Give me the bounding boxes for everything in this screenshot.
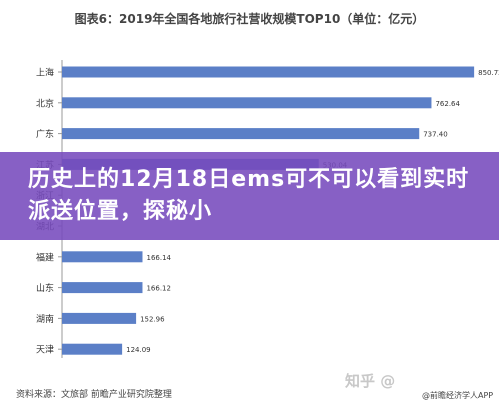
category-label: 上海 — [36, 67, 54, 79]
category-label: 福建 — [36, 251, 54, 263]
bar — [62, 66, 475, 78]
headline-text[interactable]: 历史上的12月18日ems可不可以看到实时派送位置，探秘小 — [28, 167, 470, 224]
category-label: 北京 — [36, 97, 54, 109]
headline-overlay[interactable]: 历史上的12月18日ems可不可以看到实时派送位置，探秘小 — [0, 152, 499, 240]
bar — [62, 128, 420, 140]
value-label: 737.40 — [423, 131, 448, 139]
brand-label: @前瞻经济学人APP — [422, 391, 494, 400]
value-label: 166.12 — [146, 285, 171, 293]
bar — [62, 251, 143, 263]
watermark-text: 知乎 @ — [345, 372, 396, 390]
category-label: 天津 — [36, 345, 54, 356]
value-label: 152.96 — [140, 315, 165, 323]
value-label: 850.72 — [478, 69, 499, 77]
category-label: 湖南 — [36, 313, 54, 325]
value-label: 166.14 — [146, 254, 171, 262]
bar — [62, 97, 432, 109]
chart-title: 图表6：2019年全国各地旅行社营收规模TOP10（单位：亿元） — [74, 12, 425, 26]
bar — [62, 282, 143, 294]
source-note: 资料来源：文旅部 前瞻产业研究院整理 — [16, 390, 172, 400]
category-label: 山东 — [36, 282, 54, 294]
value-label: 762.64 — [435, 100, 460, 108]
bar — [62, 312, 137, 324]
category-label: 广东 — [36, 128, 54, 140]
bar — [62, 343, 123, 355]
value-label: 124.09 — [126, 346, 151, 354]
